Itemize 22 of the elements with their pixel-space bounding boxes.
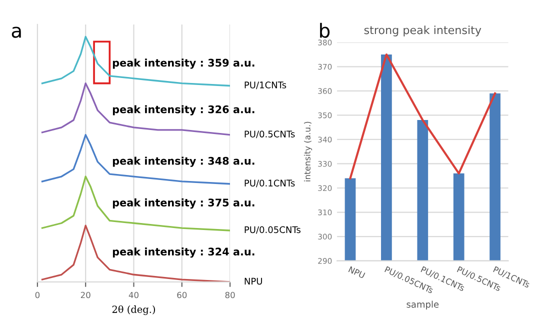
line-series bbox=[349, 53, 496, 180]
annotation: peak intensity : 359 a.u. bbox=[112, 58, 254, 69]
series-label: PU/0.5CNTs bbox=[244, 130, 295, 138]
series-label: PU/0.05CNTs bbox=[244, 226, 300, 234]
x-tick-label: 0 bbox=[35, 292, 40, 298]
annotation: peak intensity : 348 a.u. bbox=[112, 156, 254, 167]
text: a bbox=[12, 26, 21, 38]
x-tick-label: 60 bbox=[177, 292, 187, 298]
x-tick-label: 80 bbox=[225, 292, 235, 298]
chart-title: strong peak intensity bbox=[364, 26, 482, 36]
x-axis-title: 2θ (deg.) bbox=[112, 305, 155, 315]
annotation: peak intensity : 375 a.u. bbox=[112, 198, 254, 209]
annotation: peak intensity : 326 a.u. bbox=[112, 105, 254, 116]
x-tick-label: NPU bbox=[348, 266, 366, 279]
x-tick-label: 20 bbox=[80, 292, 90, 298]
y-axis-title: intensity (a.u.) bbox=[304, 122, 312, 182]
annotation: peak intensity : 324 a.u. bbox=[112, 247, 254, 258]
series-label: PU/1CNTs bbox=[244, 82, 286, 90]
series-label: PU/0.1CNTs bbox=[244, 180, 295, 188]
x-axis-title: sample bbox=[406, 300, 439, 310]
x-tick-label: 40 bbox=[128, 292, 138, 298]
text: b bbox=[320, 22, 330, 38]
